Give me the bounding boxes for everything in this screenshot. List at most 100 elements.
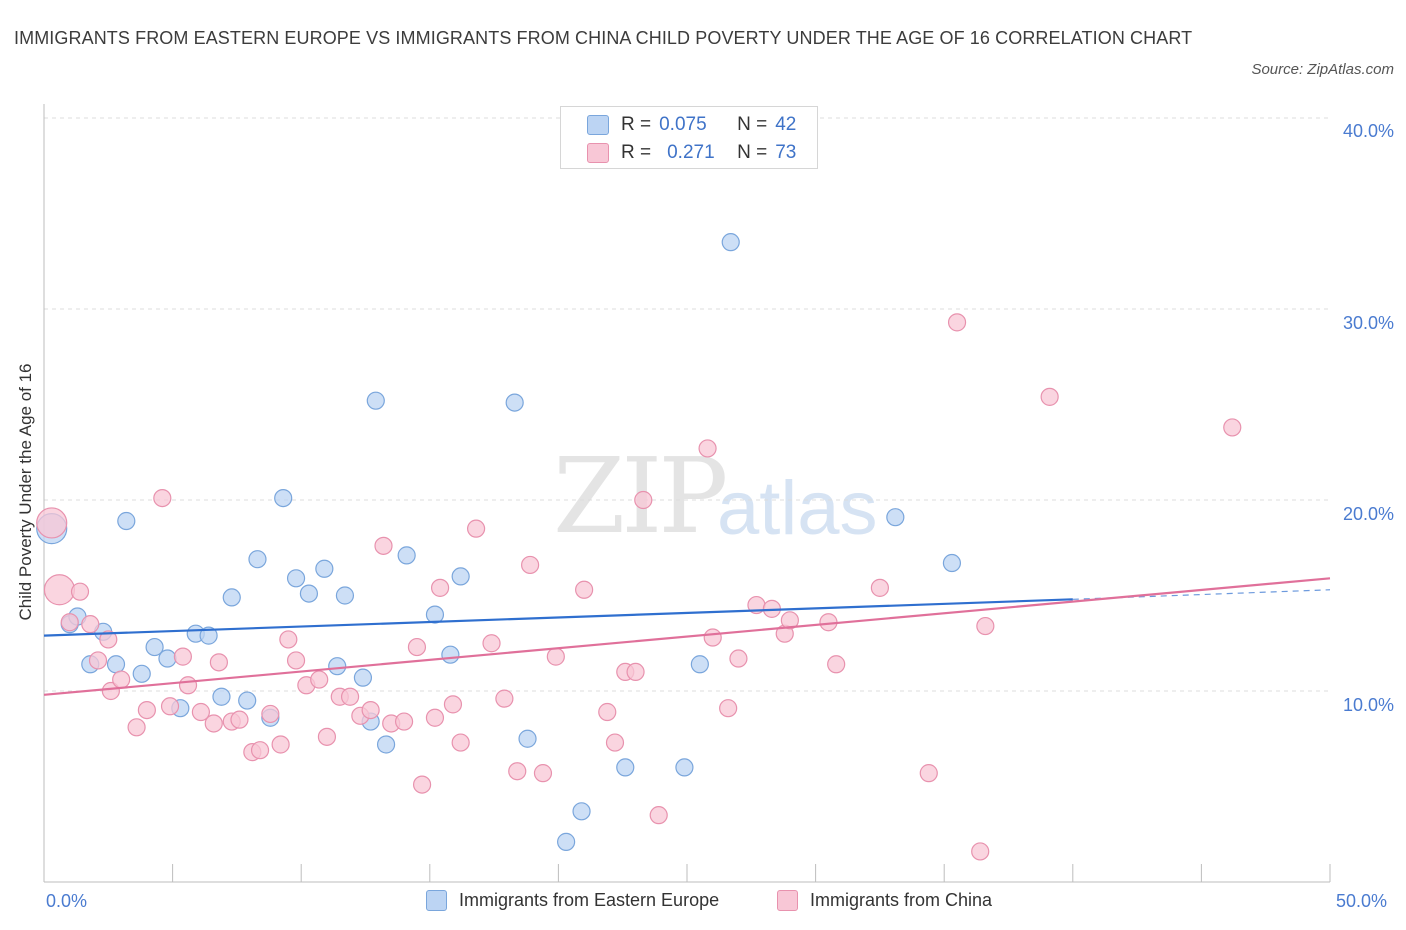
source-credit: Source: ZipAtlas.com: [1251, 61, 1394, 78]
series-name: Immigrants from Eastern Europe: [459, 890, 720, 910]
data-point-china-70: [976, 616, 995, 636]
data-point-china-68: [947, 313, 967, 332]
data-point-china-46: [521, 555, 540, 575]
data-point-china-13: [173, 647, 192, 666]
data-point-china-22: [261, 704, 280, 724]
data-point-china-1: [43, 574, 76, 606]
data-point-china-27: [310, 670, 329, 689]
data-point-eastern-europe-13: [212, 687, 231, 706]
data-point-china-0: [36, 507, 68, 539]
data-point-china-55: [649, 806, 668, 825]
data-point-eastern-europe-15: [238, 691, 257, 710]
data-point-eastern-europe-34: [557, 832, 576, 851]
legend-r-label: R =: [621, 142, 652, 163]
data-point-china-35: [394, 712, 414, 731]
data-point-china-58: [719, 699, 738, 718]
x-tick-label-min: 0.0%: [46, 891, 88, 911]
data-point-eastern-europe-38: [690, 655, 709, 674]
data-point-eastern-europe-35: [572, 802, 591, 821]
data-point-china-48: [546, 647, 565, 666]
data-point-china-3: [70, 582, 90, 601]
legend-swatch-pink: [587, 143, 609, 163]
data-point-china-25: [286, 651, 306, 670]
grid-lines: [44, 117, 1330, 692]
data-point-eastern-europe-9: [158, 649, 177, 668]
data-point-china-7: [101, 681, 120, 701]
data-point-china-59: [729, 649, 748, 668]
data-point-china-71: [1040, 387, 1059, 406]
data-point-eastern-europe-24: [353, 668, 373, 687]
series-legend-eastern-europe: Immigrants from Eastern Europe: [426, 890, 719, 911]
data-point-eastern-europe-32: [505, 393, 524, 412]
data-point-china-2: [60, 613, 79, 632]
data-point-eastern-europe-18: [274, 488, 293, 508]
data-point-china-8: [112, 670, 131, 689]
data-point-eastern-europe-41: [942, 553, 962, 573]
data-point-china-10: [137, 700, 156, 720]
data-point-eastern-europe-33: [518, 729, 537, 748]
data-point-eastern-europe-20: [299, 584, 319, 603]
data-point-eastern-europe-26: [366, 391, 385, 410]
data-point-china-47: [533, 764, 553, 783]
data-point-eastern-europe-39: [721, 233, 740, 252]
legend-r-value: 0.271: [667, 142, 715, 163]
chart-title: IMMIGRANTS FROM EASTERN EUROPE VS IMMIGR…: [14, 28, 1193, 48]
data-point-eastern-europe-28: [397, 546, 416, 565]
data-point-china-33: [374, 536, 393, 555]
data-point-china-19: [230, 710, 249, 729]
legend-r-value: 0.075: [659, 114, 707, 135]
data-point-china-16: [204, 714, 223, 733]
legend-n-value: 42: [775, 114, 797, 135]
legend-n-label: N =: [737, 114, 768, 135]
data-point-eastern-europe-16: [248, 550, 267, 569]
data-point-china-15: [191, 702, 210, 722]
y-tick-label-30: 30.0%: [1342, 313, 1394, 333]
data-point-eastern-europe-14: [222, 588, 241, 607]
legend-row-china: R = 0.271 N = 73: [587, 141, 796, 165]
data-point-china-53: [626, 662, 645, 682]
data-point-china-42: [466, 519, 486, 538]
data-point-china-57: [703, 628, 722, 647]
data-point-china-21: [250, 741, 270, 760]
trend-lines: [43, 577, 1331, 696]
data-point-eastern-europe-31: [451, 567, 470, 586]
data-point-china-65: [827, 655, 846, 674]
y-axis-label: Child Poverty Under the Age of 16: [16, 363, 35, 621]
data-point-eastern-europe-37: [675, 758, 694, 777]
data-point-china-14: [178, 676, 198, 695]
y-tick-label-20: 20.0%: [1342, 504, 1394, 524]
watermark-atlas: atlas: [717, 466, 878, 551]
series-name: Immigrants from China: [810, 890, 993, 910]
data-point-china-9: [127, 718, 146, 737]
data-point-eastern-europe-27: [376, 735, 396, 754]
legend-r-label: R =: [621, 114, 652, 135]
data-point-china-44: [495, 689, 514, 708]
data-point-eastern-europe-22: [328, 657, 347, 676]
data-point-china-39: [430, 578, 450, 597]
data-point-china-11: [153, 488, 172, 508]
data-point-eastern-europe-6: [117, 511, 136, 531]
series-swatch-pink: [777, 890, 798, 911]
data-point-china-40: [443, 695, 463, 714]
y-tick-label-40: 40.0%: [1342, 121, 1394, 141]
data-point-china-69: [971, 842, 990, 861]
data-point-eastern-europe-29: [425, 605, 445, 624]
data-point-china-17: [209, 653, 228, 672]
data-point-china-32: [361, 700, 380, 720]
data-point-eastern-europe-19: [286, 569, 306, 588]
data-point-china-23: [271, 735, 290, 754]
data-point-china-30: [340, 687, 360, 706]
data-point-china-43: [482, 634, 501, 653]
data-point-china-5: [88, 651, 108, 670]
data-point-china-38: [425, 708, 445, 727]
y-tick-label-10: 10.0%: [1342, 695, 1394, 715]
data-point-china-36: [407, 637, 427, 657]
data-point-china-66: [870, 578, 890, 597]
data-point-eastern-europe-30: [441, 645, 460, 664]
data-point-china-67: [919, 764, 938, 783]
series-legend-china: Immigrants from China: [777, 890, 992, 911]
data-point-china-41: [451, 733, 470, 752]
data-point-china-49: [575, 580, 594, 599]
data-point-china-6: [99, 630, 118, 649]
